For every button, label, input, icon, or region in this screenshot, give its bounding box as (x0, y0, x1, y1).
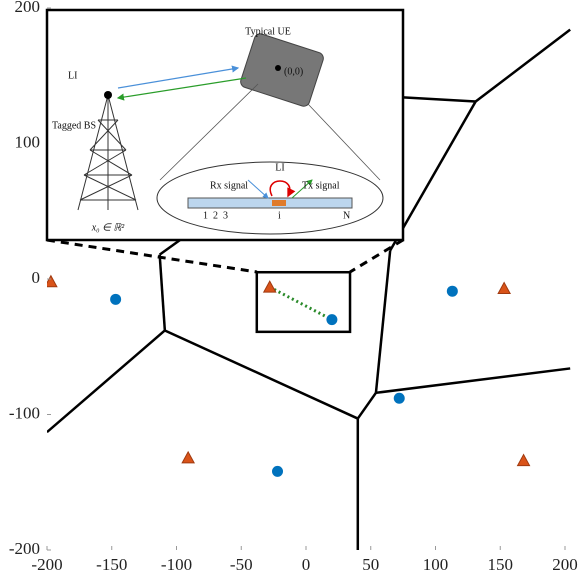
inset-label: x₀ ∈ ℝ² (91, 222, 126, 233)
x-tick-label: -100 (161, 555, 192, 574)
inset-label: Tagged BS (52, 120, 96, 131)
inset-label: 1 (203, 210, 208, 221)
x-tick-label: -150 (96, 555, 127, 574)
voronoi-edge (47, 329, 166, 434)
tower (77, 94, 139, 211)
zoom-line (46, 238, 258, 274)
voronoi-edge (389, 100, 477, 252)
x-tick-label: 50 (362, 555, 379, 574)
voronoi-edge (356, 392, 377, 420)
x-tick-label: -200 (31, 555, 62, 574)
inset-label: Typical UE (245, 26, 291, 37)
bs-point (272, 465, 284, 477)
bs-point (110, 293, 122, 305)
bs-point (393, 392, 405, 404)
y-tick-label: -100 (9, 403, 40, 422)
ue-point (47, 274, 58, 288)
x-tick-label: 0 (302, 555, 311, 574)
zoom-line (349, 238, 404, 274)
voronoi-edge (158, 254, 167, 331)
y-tick-label: 200 (15, 0, 41, 16)
x-tick-label: 200 (552, 555, 578, 574)
voronoi-edge (375, 367, 571, 395)
voronoi-edge (374, 250, 392, 393)
voronoi-edge (403, 96, 476, 103)
ue-point (497, 281, 511, 294)
inset-label: LI (68, 70, 77, 81)
inset-label: 3 (223, 210, 228, 221)
zoom-line (159, 83, 259, 181)
arrow (247, 179, 269, 199)
inset-label: Rx signal (210, 180, 248, 191)
zoom-line (307, 103, 381, 181)
loop (269, 180, 296, 198)
ue-dot (275, 65, 281, 71)
bs-point (446, 285, 458, 297)
phone (240, 33, 324, 107)
inset-label: 2 (213, 210, 218, 221)
inset-label: LI (275, 162, 284, 173)
bs-dot (104, 91, 112, 99)
ue-point (262, 280, 277, 293)
x-tick-label: 150 (488, 555, 514, 574)
voronoi-edge (158, 238, 182, 256)
link (269, 285, 333, 321)
voronoi-edge (474, 28, 571, 103)
plot-area (47, 28, 571, 550)
arrow (117, 65, 240, 89)
bs-point (326, 314, 338, 326)
array (187, 197, 353, 209)
ue-point (181, 450, 195, 464)
inset-label: Tx signal (302, 180, 340, 191)
inset-label: N (343, 210, 350, 221)
y-tick-label: 100 (15, 132, 41, 151)
element (272, 200, 286, 206)
x-tick-label: 100 (423, 555, 449, 574)
ue-point (516, 453, 531, 467)
inset: Typical UE (0,0) LI Tagged BS x₀ ∈ ℝ² LI… (45, 8, 405, 274)
y-tick-label: 0 (32, 268, 41, 287)
zoom-box (255, 270, 352, 334)
arrow (116, 77, 247, 101)
voronoi-edge (164, 329, 359, 420)
inset-label: i (278, 210, 281, 221)
inset-label: (0,0) (284, 66, 303, 77)
y-tick-label: -200 (9, 539, 40, 558)
x-tick-label: -50 (230, 555, 253, 574)
